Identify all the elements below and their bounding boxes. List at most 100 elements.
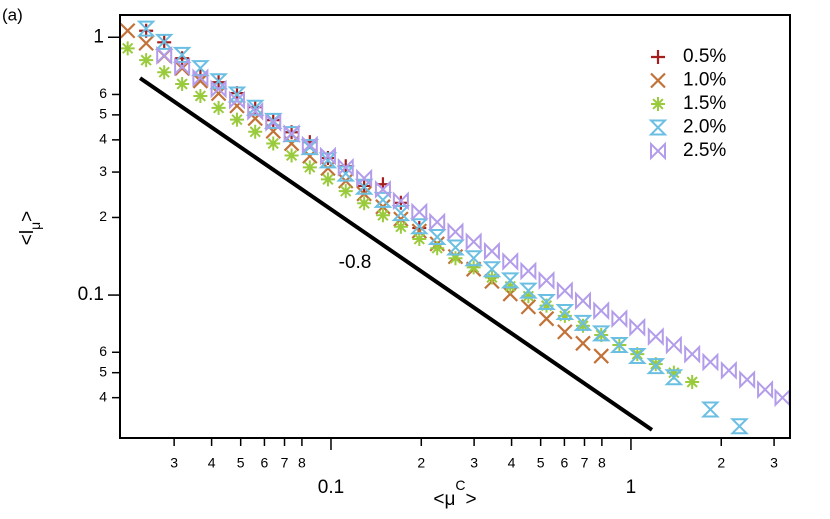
marker — [175, 76, 190, 91]
marker — [409, 218, 429, 235]
marker — [557, 324, 573, 340]
marker — [266, 136, 281, 151]
marker — [647, 327, 664, 347]
marker — [574, 291, 591, 311]
x-tick-label: 5 — [237, 455, 245, 471]
marker — [520, 299, 537, 315]
y-tick-label: 4 — [99, 131, 107, 147]
legend-label: 1.0% — [683, 70, 726, 91]
marker — [447, 222, 464, 242]
marker — [430, 241, 445, 256]
x-axis-label: <μC> — [433, 477, 476, 510]
marker — [609, 337, 629, 354]
legend-label: 0.5% — [683, 46, 726, 67]
marker — [302, 160, 317, 175]
marker — [646, 358, 666, 375]
marker — [357, 196, 372, 211]
marker — [702, 352, 719, 372]
marker — [666, 365, 681, 380]
marker — [411, 223, 428, 239]
x-tick-label: 3 — [470, 455, 478, 471]
marker — [539, 298, 554, 313]
marker — [356, 168, 373, 188]
marker — [774, 388, 791, 408]
marker — [156, 46, 173, 65]
marker — [664, 369, 684, 386]
marker — [555, 303, 575, 320]
marker — [119, 22, 136, 39]
marker — [730, 418, 749, 435]
marker — [739, 370, 756, 390]
x-tick-label: 3 — [770, 455, 778, 471]
marker — [157, 65, 172, 80]
y-tick-label: 2 — [99, 208, 107, 224]
plot-frame — [119, 14, 791, 439]
marker — [391, 205, 411, 222]
x-tick-label: 2 — [717, 455, 725, 471]
marker — [484, 270, 499, 285]
marker — [538, 310, 555, 327]
x-tick-label: 6 — [261, 455, 269, 471]
marker — [500, 272, 520, 289]
marker — [375, 208, 390, 223]
marker — [482, 261, 502, 278]
marker — [591, 325, 611, 342]
marker — [374, 179, 391, 199]
marker — [557, 308, 572, 323]
marker — [192, 68, 209, 88]
y-axis-label: <lμ> — [17, 211, 43, 246]
marker — [520, 261, 537, 281]
marker — [120, 41, 135, 56]
y-tick-label: 5 — [99, 363, 107, 379]
marker — [575, 335, 591, 352]
marker — [265, 113, 282, 132]
marker — [338, 184, 353, 199]
marker — [611, 309, 628, 329]
marker — [700, 401, 720, 418]
legend-marker — [648, 119, 668, 136]
marker — [665, 335, 682, 355]
marker — [630, 347, 645, 362]
marker — [464, 250, 484, 267]
panel-label: (a) — [2, 5, 23, 24]
legend-label: 2.5% — [683, 140, 726, 161]
marker — [301, 135, 318, 155]
marker — [627, 348, 647, 365]
marker — [720, 361, 737, 380]
marker — [757, 380, 774, 399]
marker — [648, 357, 663, 372]
marker — [483, 241, 500, 261]
marker — [192, 73, 209, 89]
x-tick-label: 8 — [298, 455, 306, 471]
x-tick-label: 7 — [281, 455, 289, 471]
marker — [393, 195, 408, 210]
y-tick-label: 1 — [93, 26, 104, 47]
marker — [136, 20, 156, 37]
marker — [174, 60, 190, 77]
x-tick-label: 7 — [581, 455, 589, 471]
x-tick-label: 5 — [537, 455, 545, 471]
marker — [429, 212, 446, 232]
x-tick-label: 4 — [208, 455, 216, 471]
marker — [465, 232, 482, 252]
x-tick-label: 0.1 — [318, 477, 344, 498]
legend-marker — [651, 97, 665, 111]
y-tick-label: 0.1 — [78, 284, 104, 305]
marker — [466, 260, 481, 275]
marker — [193, 88, 208, 103]
marker — [320, 172, 335, 187]
reference-line — [138, 76, 654, 432]
marker — [573, 314, 593, 331]
marker — [518, 282, 538, 299]
legend-label: 2.0% — [683, 117, 726, 138]
marker — [247, 101, 264, 121]
marker — [211, 100, 226, 115]
legend-marker — [651, 50, 665, 64]
x-tick-label: 8 — [598, 455, 606, 471]
marker — [412, 232, 427, 247]
marker — [538, 270, 555, 290]
legend-marker — [650, 141, 666, 161]
marker — [556, 281, 573, 301]
x-tick-label: 3 — [170, 455, 178, 471]
